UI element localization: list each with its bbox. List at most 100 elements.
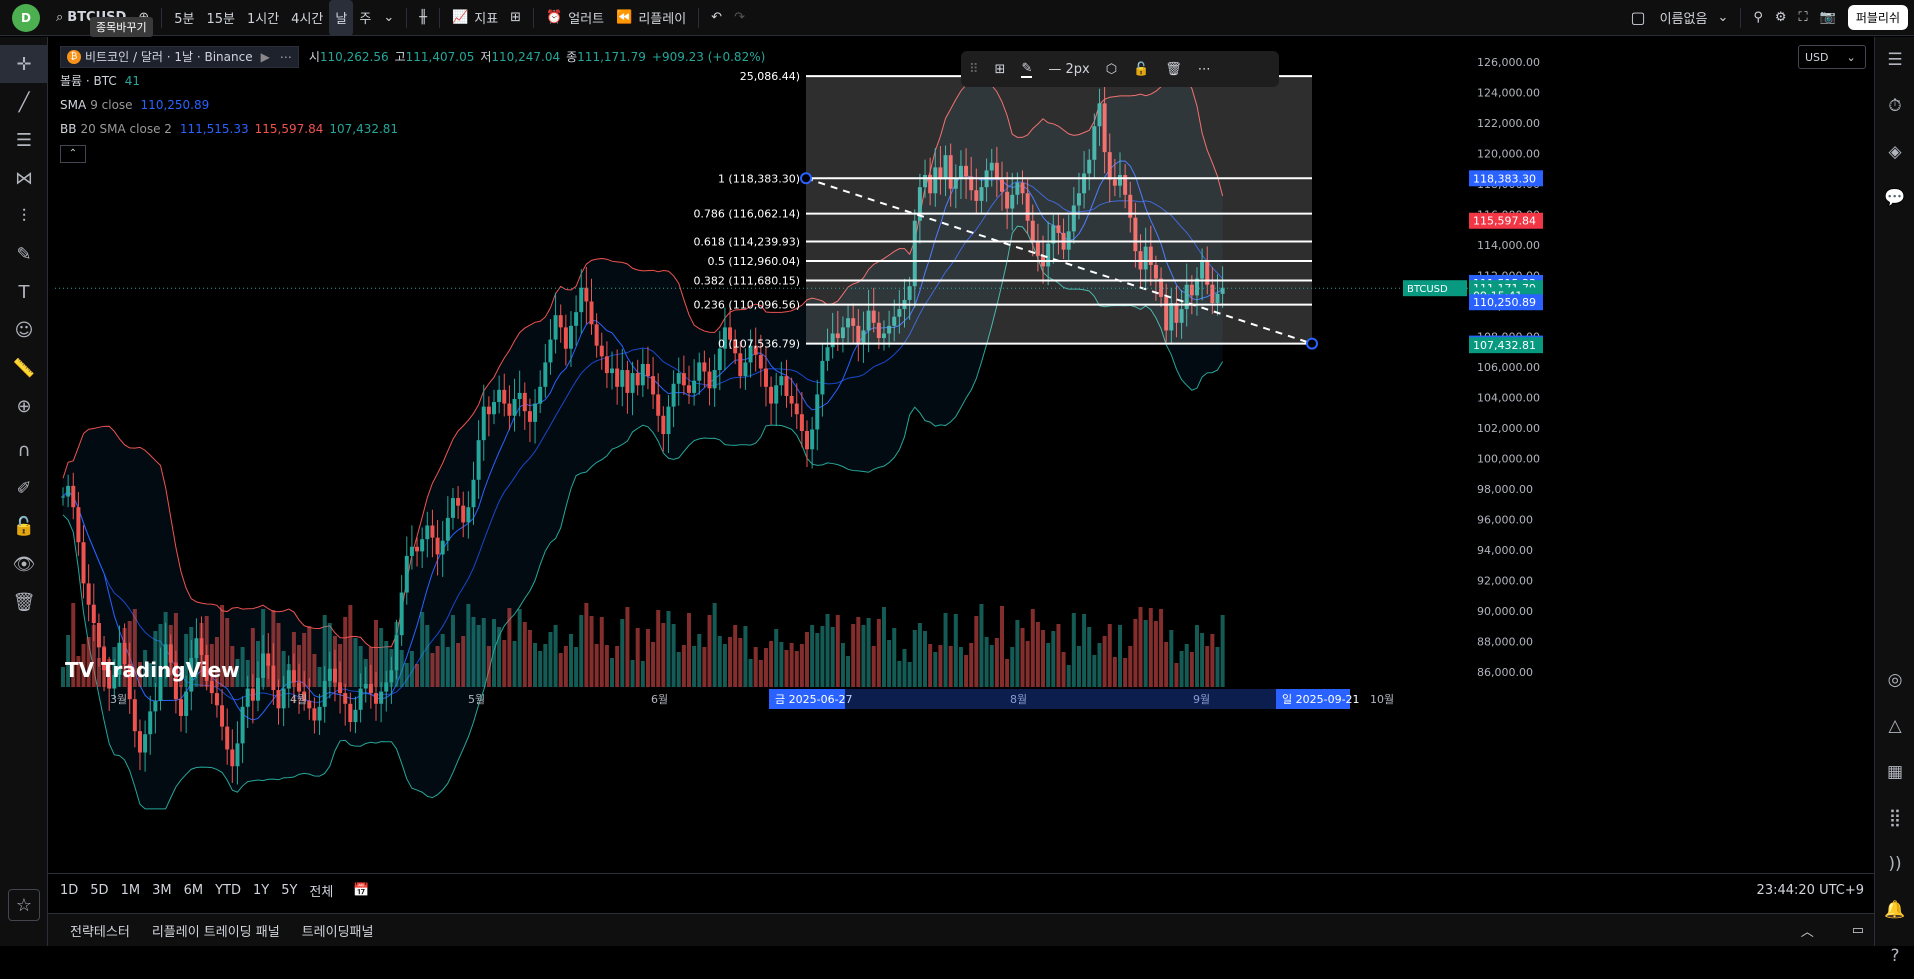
publish-button[interactable]: 퍼블리쉬 [1847,5,1908,30]
interval-1h[interactable]: 1시간 [246,12,280,27]
ruler-icon[interactable]: 📏 [12,357,36,379]
layout-name-button[interactable]: ▢ 이름없음 ⌄ [1624,0,1734,36]
settings-button[interactable]: ⚙ [1769,0,1793,36]
alerts-clock-icon[interactable]: ⏱ [1888,96,1902,116]
volume-bar [91,625,96,687]
volume-bar [856,617,861,687]
watchlist-icon[interactable]: ☰ [1887,50,1903,70]
currency-select[interactable]: USD ⌄ [1798,45,1866,69]
close-label: 종 [566,50,578,64]
undo-button[interactable]: ↶ [705,0,728,36]
range-5y[interactable]: 5Y [281,883,298,898]
time-tick-label: 8월 [1010,693,1027,706]
volume-bar [1143,620,1148,687]
emoji-icon[interactable]: ☺ [14,319,34,341]
maximize-panel-icon[interactable]: ▭ [1851,922,1864,938]
range-5d[interactable]: 5D [90,883,109,898]
clock-display[interactable]: 23:44:20 UTC+9 [1756,883,1864,898]
line-color-icon[interactable]: ✎ [1021,60,1033,78]
alert-button[interactable]: ⏰ 얼러트 [540,0,610,36]
ideas-icon[interactable]: △ [1888,716,1902,736]
template-icon[interactable]: ⊞ [994,61,1006,77]
text-icon[interactable]: T [18,281,30,303]
brush-icon[interactable]: ✎ [16,243,32,265]
layouts-button[interactable]: ⊞ [504,0,527,36]
close-value: 111,171.79 [577,50,646,64]
chevron-up-icon[interactable]: ︿ [1800,924,1814,940]
undo-icon: ↶ [711,10,723,25]
goto-date-icon[interactable]: 📅 [353,883,370,898]
candle-body [758,354,763,369]
eye-icon[interactable]: 👁 [12,553,36,575]
lock-icon[interactable]: 🔓 [12,515,36,537]
target-icon[interactable]: ◎ [1887,670,1903,690]
help-icon[interactable]: ? [1890,946,1900,966]
interval-5m[interactable]: 5분 [174,12,195,27]
range-all[interactable]: 전체 [309,885,334,900]
redo-button[interactable]: ↷ [728,0,751,36]
drag-handle-icon[interactable]: ⠿ [969,61,979,77]
range-1m[interactable]: 1M [120,883,141,898]
chat-icon[interactable]: 💬 [1884,188,1906,208]
notifications-icon[interactable]: 🔔 [1884,900,1906,920]
favorites-star-icon[interactable]: ☆ [8,889,40,921]
layers-icon[interactable]: ◈ [1888,142,1902,162]
interval-4h[interactable]: 4시간 [291,12,324,27]
settings-icon[interactable]: ⬡ [1105,61,1118,77]
fib-retracement-icon[interactable]: ☰ [15,129,33,151]
replay-button[interactable]: ⏪ 리플레이 [610,0,692,36]
interval-1w[interactable]: 주 [359,12,372,27]
lock-drawing-icon[interactable]: ✐ [16,477,32,499]
trend-line-icon[interactable]: ╱ [18,91,30,113]
symbol-title-box[interactable]: ₿ 비트코인 / 달러 · 1날 · Binance ▶ ⋯ [60,46,299,68]
tab-replay-trading[interactable]: 리플레이 트레이딩 패널 [151,924,280,940]
price-chart[interactable]: 126,000.00 124,000.00 122,000.00 120,000.00… [55,37,1875,837]
tab-strategy-tester[interactable]: 전략테스터 [70,924,130,940]
range-1d[interactable]: 1D [60,883,79,898]
quick-search-button[interactable]: ⚲ [1747,0,1769,36]
collapse-legend-button[interactable]: ⌃ [60,145,86,163]
delete-icon[interactable]: 🗑 [1165,61,1182,77]
volume-row: 볼륨 · BTC 41 [60,69,765,93]
candle-body [1097,103,1102,127]
candle-body [1010,194,1015,209]
unlock-icon[interactable]: 🔓 [1133,61,1150,77]
tab-trading-panel[interactable]: 트레이딩패널 [301,924,374,940]
snapshot-button[interactable]: 📷 [1814,0,1842,36]
line-width-button[interactable]: — 2px [1048,62,1089,77]
crosshair-icon[interactable]: ✛ [0,45,48,83]
range-6m[interactable]: 6M [183,883,204,898]
stream-icon[interactable]: )) [1888,854,1902,874]
candle-body [722,327,727,349]
pattern-icon[interactable]: ⋈ [15,167,33,189]
magnet-icon[interactable]: ∩ [17,439,31,461]
user-avatar[interactable]: D [12,3,40,32]
candle-body [399,592,404,636]
trash-icon[interactable]: 🗑 [12,591,36,613]
more-options-icon[interactable]: ⋯ [1197,61,1211,77]
range-1y[interactable]: 1Y [252,883,270,898]
forecast-icon[interactable]: ⫶ [21,205,27,227]
apps-icon[interactable]: ⣿ [1888,808,1902,828]
calendar-icon[interactable]: ▦ [1886,762,1904,782]
range-ytd[interactable]: YTD [215,883,241,898]
candle-body [76,507,81,543]
candle-body [245,688,250,707]
indicators-button[interactable]: 📈 지표 [446,0,504,36]
volume-bar [225,618,230,687]
interval-1d[interactable]: 날 [329,0,354,36]
interval-15m[interactable]: 15분 [206,12,235,27]
candle-body [881,333,886,339]
candle-body [625,370,630,393]
zoom-in-icon[interactable]: ⊕ [16,395,32,417]
fullscreen-button[interactable]: ⛶ [1793,0,1814,36]
candle-body [815,394,820,430]
time-tick-label: 4월 [290,693,307,706]
divider [533,7,535,28]
range-3m[interactable]: 3M [152,883,172,898]
interval-dropdown[interactable]: ⌄ [377,0,400,36]
chart-type-button[interactable]: ╫ [413,0,433,36]
volume-bar [717,636,722,687]
volume-bar [943,613,948,687]
more-icon[interactable]: ⋯ [279,50,292,64]
